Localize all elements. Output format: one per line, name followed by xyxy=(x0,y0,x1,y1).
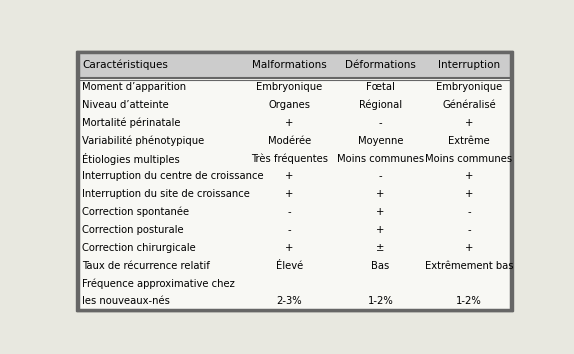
Text: Fréquence approximative chez: Fréquence approximative chez xyxy=(82,278,235,289)
Text: Variabilité phénotypique: Variabilité phénotypique xyxy=(82,136,204,146)
Text: 1-2%: 1-2% xyxy=(367,296,393,306)
Text: Interruption du site de croissance: Interruption du site de croissance xyxy=(82,189,250,199)
Text: Mortalité périnatale: Mortalité périnatale xyxy=(82,118,180,128)
Bar xyxy=(79,52,511,79)
Text: +: + xyxy=(465,243,473,253)
Text: Fœtal: Fœtal xyxy=(366,82,395,92)
Text: Embryonique: Embryonique xyxy=(436,82,502,92)
Text: +: + xyxy=(285,243,294,253)
Text: Modérée: Modérée xyxy=(268,136,311,146)
Text: Moins communes: Moins communes xyxy=(337,154,424,164)
Text: Embryonique: Embryonique xyxy=(257,82,323,92)
Text: Extrêmement bas: Extrêmement bas xyxy=(425,261,513,270)
Text: +: + xyxy=(465,118,473,128)
Text: -: - xyxy=(288,207,291,217)
Text: Correction chirurgicale: Correction chirurgicale xyxy=(82,243,196,253)
Text: Élevé: Élevé xyxy=(276,261,303,270)
Text: Déformations: Déformations xyxy=(345,60,416,70)
Text: +: + xyxy=(285,189,294,199)
Text: Caractéristiques: Caractéristiques xyxy=(82,60,168,70)
Text: +: + xyxy=(376,225,385,235)
Text: ±: ± xyxy=(376,243,385,253)
Text: Taux de récurrence relatif: Taux de récurrence relatif xyxy=(82,261,210,270)
Text: Étiologies multiples: Étiologies multiples xyxy=(82,153,180,165)
Text: 2-3%: 2-3% xyxy=(277,296,302,306)
Text: -: - xyxy=(467,207,471,217)
Text: +: + xyxy=(376,207,385,217)
Text: Correction posturale: Correction posturale xyxy=(82,225,184,235)
Text: Malformations: Malformations xyxy=(252,60,327,70)
Text: Organes: Organes xyxy=(269,100,311,110)
Text: Correction spontanée: Correction spontanée xyxy=(82,207,189,217)
Text: -: - xyxy=(378,118,382,128)
Text: Interruption: Interruption xyxy=(438,60,500,70)
Text: les nouveaux-nés: les nouveaux-nés xyxy=(82,296,170,306)
Text: Moyenne: Moyenne xyxy=(358,136,403,146)
Text: +: + xyxy=(376,189,385,199)
Text: Bas: Bas xyxy=(371,261,389,270)
Text: Extrême: Extrême xyxy=(448,136,490,146)
Text: -: - xyxy=(378,171,382,182)
Text: Moment d’apparition: Moment d’apparition xyxy=(82,82,186,92)
Text: +: + xyxy=(285,171,294,182)
Text: Niveau d’atteinte: Niveau d’atteinte xyxy=(82,100,169,110)
Text: +: + xyxy=(465,189,473,199)
Text: Moins communes: Moins communes xyxy=(425,154,513,164)
Text: +: + xyxy=(465,171,473,182)
Text: 1-2%: 1-2% xyxy=(456,296,482,306)
Text: Très fréquentes: Très fréquentes xyxy=(251,153,328,164)
Text: -: - xyxy=(467,225,471,235)
Text: -: - xyxy=(288,225,291,235)
Text: +: + xyxy=(285,118,294,128)
Text: Régional: Régional xyxy=(359,100,402,110)
Text: Généralisé: Généralisé xyxy=(442,100,496,110)
Text: Interruption du centre de croissance: Interruption du centre de croissance xyxy=(82,171,263,182)
